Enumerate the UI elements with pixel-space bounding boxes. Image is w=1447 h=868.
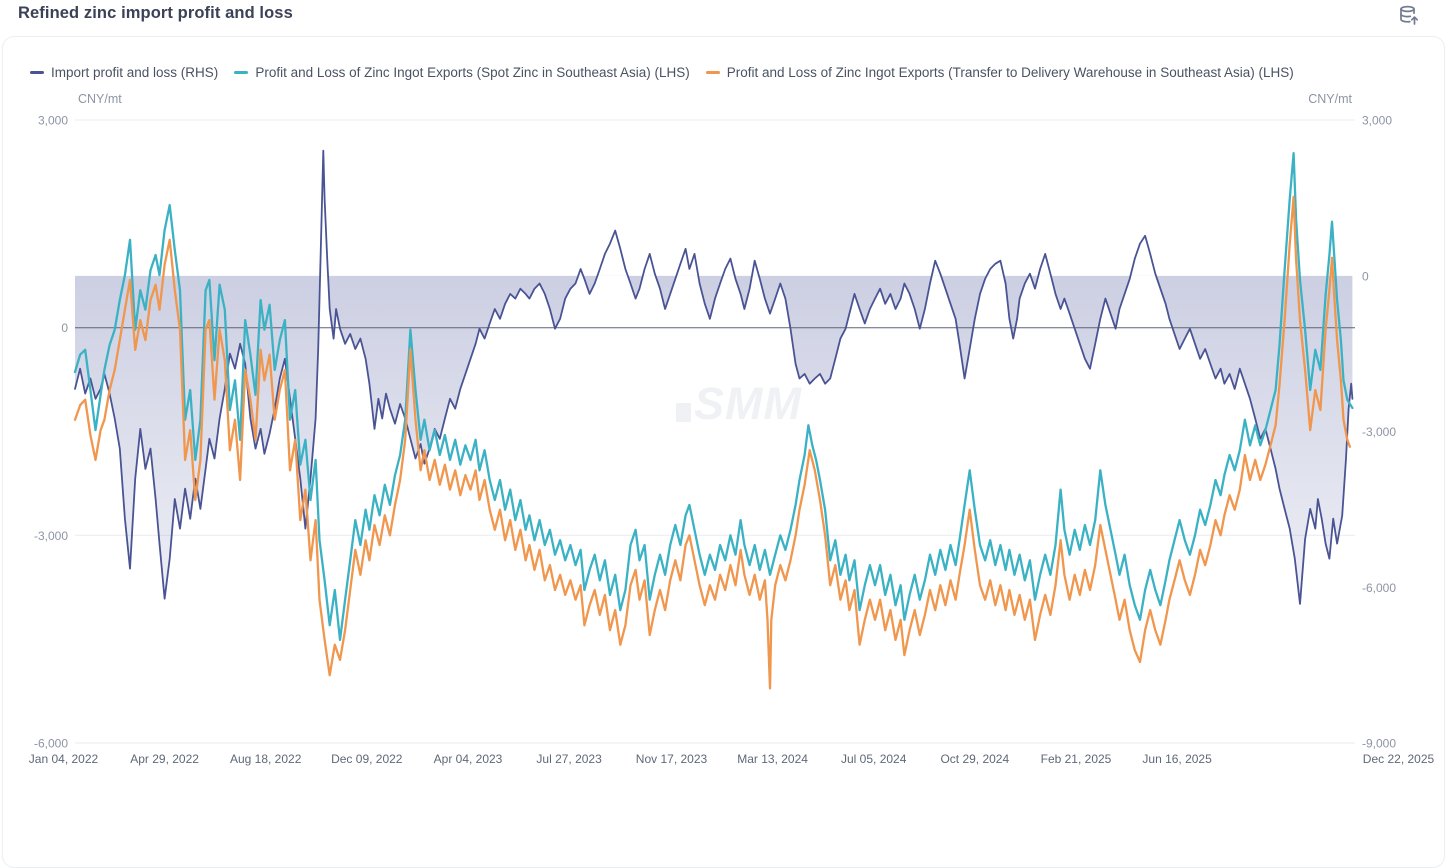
x-axis-tick-label: Jun 16, 2025 — [1142, 752, 1212, 766]
x-axis-tick-label: Jul 27, 2023 — [536, 752, 602, 766]
legend-marker-icon — [705, 70, 720, 74]
x-axis-tick-label: Jan 04, 2022 — [29, 752, 99, 766]
x-axis-tick-label: Aug 18, 2022 — [230, 752, 302, 766]
legend: Import profit and loss (RHS) Profit and L… — [30, 62, 1294, 82]
x-axis-tick-label: Feb 21, 2025 — [1041, 752, 1112, 766]
right-axis-unit: CNY/mt — [1308, 92, 1352, 106]
left-axis-tick-label: -6,000 — [34, 737, 68, 751]
legend-item-2[interactable]: Profit and Loss of Zinc Ingot Exports (T… — [705, 64, 1294, 80]
smm-watermark: SMM — [676, 381, 802, 426]
right-axis-tick-label: -3,000 — [1362, 425, 1396, 439]
left-axis-tick-label: 0 — [61, 321, 68, 335]
database-export-icon — [1400, 5, 1419, 25]
legend-item-0[interactable]: Import profit and loss (RHS) — [30, 65, 218, 80]
legend-label: Profit and Loss of Zinc Ingot Exports (S… — [255, 64, 690, 80]
legend-marker-icon — [234, 70, 249, 74]
right-axis-tick-label: 0 — [1362, 269, 1369, 283]
x-axis-tick-label: Apr 29, 2022 — [130, 752, 199, 766]
export-data-button[interactable] — [1395, 2, 1423, 30]
right-axis-tick-label: -9,000 — [1362, 737, 1396, 751]
area-import-profit-and-loss — [75, 275, 1353, 604]
legend-item-1[interactable]: Profit and Loss of Zinc Ingot Exports (S… — [234, 64, 690, 80]
legend-label: Profit and Loss of Zinc Ingot Exports (T… — [726, 64, 1294, 80]
chart-canvas[interactable]: 3,000 0 -3,000 -6,000 3,000 0 -3,000 -6,000 -9,0… — [0, 0, 1447, 806]
right-axis-tick-label: -6,000 — [1362, 581, 1396, 595]
right-axis-tick-label: 3,000 — [1362, 114, 1392, 128]
x-axis-tick-label: Jul 05, 2024 — [841, 752, 907, 766]
x-axis-tick-label: Nov 17, 2023 — [636, 752, 708, 766]
legend-label: Import profit and loss (RHS) — [51, 64, 219, 80]
left-axis-tick-label: -3,000 — [34, 529, 68, 543]
smm-watermark-text: SMM — [694, 381, 802, 426]
x-axis-tick-label: Mar 13, 2024 — [737, 752, 808, 766]
page-header: Refined zinc import profit and loss — [0, 0, 1447, 36]
x-axis-tick-label: Apr 04, 2023 — [434, 752, 503, 766]
series-line-1[interactable] — [73, 152, 1354, 642]
page-title: Refined zinc import profit and loss — [18, 4, 293, 22]
smm-logo-block — [676, 403, 691, 422]
x-axis-tick-label: Dec 09, 2022 — [331, 752, 403, 766]
x-axis-tick-label: Dec 22, 2025 — [1363, 752, 1435, 766]
left-axis-tick-label: 3,000 — [38, 114, 68, 128]
x-axis-tick-label: Oct 29, 2024 — [940, 752, 1009, 766]
legend-marker-icon — [30, 70, 44, 74]
left-axis-unit: CNY/mt — [78, 92, 122, 106]
series-line-2[interactable] — [73, 195, 1352, 690]
